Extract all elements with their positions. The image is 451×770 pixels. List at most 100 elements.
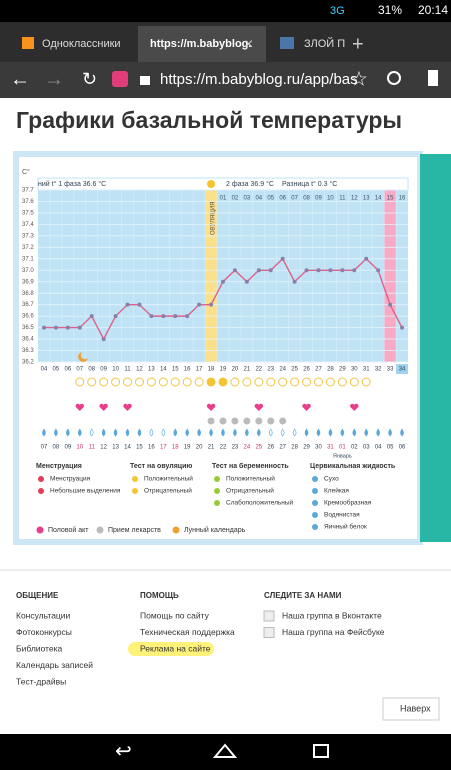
- cycle-day: 26: [303, 367, 310, 373]
- pill: [267, 417, 275, 425]
- temp-point: [256, 268, 261, 273]
- url[interactable]: https://m.babyblog.ru/app/bas: [160, 71, 358, 88]
- date: 15: [136, 445, 143, 451]
- date: 03: [363, 445, 370, 451]
- legend-title: Тест на беременность: [212, 462, 289, 470]
- heart: [206, 403, 216, 411]
- footer-link[interactable]: Помощь по сайту: [140, 610, 210, 620]
- footer-link[interactable]: Календарь записей: [16, 660, 93, 670]
- date: 14: [124, 445, 131, 451]
- cycle-day: 17: [196, 367, 203, 373]
- ovu-test: [170, 377, 180, 387]
- ovulation-dot: [207, 180, 216, 188]
- tab-title[interactable]: https://m.babyblog.: [150, 38, 251, 50]
- y-tick-label: 37.7: [22, 188, 34, 194]
- temp-point: [113, 314, 118, 319]
- android-recent[interactable]: [313, 744, 329, 758]
- legend-item: Прием лекарств: [108, 527, 161, 534]
- tab-title[interactable]: Одноклассники: [42, 38, 121, 50]
- ovu-test: [146, 377, 156, 387]
- android-home[interactable]: [212, 743, 238, 758]
- social-icon: [263, 627, 275, 638]
- legend-item: Клейкая: [324, 487, 349, 495]
- legend-icon: [312, 500, 318, 506]
- today: [396, 364, 408, 374]
- reload[interactable]: ↻: [82, 69, 97, 89]
- ovu-test: [218, 377, 228, 387]
- date: 09: [64, 445, 71, 451]
- date: 13: [112, 445, 119, 451]
- cycle-day: 13: [148, 367, 155, 373]
- top-button[interactable]: [382, 697, 440, 721]
- footer-link[interactable]: Консультации: [16, 610, 71, 620]
- legend-icon: [214, 476, 220, 482]
- temp-point: [101, 337, 106, 342]
- cycle-day: 28: [327, 367, 334, 373]
- legend-item: Положительный: [226, 475, 275, 483]
- period-col: [384, 190, 397, 362]
- phase2-day: 10: [327, 196, 334, 202]
- legend-item: Кремообразная: [324, 499, 372, 507]
- phase2: 2 фаза 36.9 °C: [226, 180, 274, 188]
- cycle-day: 10: [112, 367, 119, 373]
- ovu-test: [182, 377, 192, 387]
- date: 18: [172, 445, 179, 451]
- temp-point: [221, 279, 225, 284]
- nav-bar: [0, 62, 451, 98]
- cycle-day: 18: [208, 367, 215, 373]
- date: 05: [387, 445, 394, 451]
- footer-link[interactable]: Техническая поддержка: [140, 627, 235, 637]
- footer-link[interactable]: Наша группа в Вконтакте: [282, 610, 382, 620]
- drop: [364, 428, 369, 437]
- cycle-day: 31: [363, 367, 370, 373]
- temp-point: [137, 302, 142, 307]
- phase2-day: 07: [291, 196, 298, 202]
- footer-link[interactable]: Библиотека: [16, 643, 62, 653]
- y-tick-label: 36.5: [22, 325, 34, 331]
- new-tab[interactable]: +: [352, 33, 364, 55]
- back[interactable]: ←: [10, 68, 30, 90]
- temp-point: [328, 268, 333, 273]
- date: 30: [315, 445, 322, 451]
- top-label[interactable]: Наверх: [400, 703, 431, 713]
- cycle-day: 09: [100, 367, 107, 373]
- footer-link[interactable]: Реклама на сайте: [140, 643, 211, 653]
- cycle-day: 06: [64, 367, 71, 373]
- drop: [257, 428, 261, 437]
- drop: [209, 428, 213, 437]
- y-tick-label: 36.3: [22, 348, 34, 354]
- ovu-test: [278, 377, 288, 387]
- legend-icon: [132, 476, 138, 482]
- legend-item: Менструация: [50, 476, 91, 483]
- footer-link[interactable]: Фотоконкурсы: [16, 627, 72, 637]
- temp-point: [364, 256, 369, 261]
- temp-point: [161, 314, 166, 319]
- date: 29: [303, 445, 310, 451]
- drop: [137, 428, 142, 437]
- bookmark-star[interactable]: ☆: [350, 68, 368, 90]
- tab-close[interactable]: ×: [244, 36, 253, 53]
- drop: [89, 428, 94, 437]
- footer-link[interactable]: Наша группа на Фейсбуке: [282, 627, 385, 637]
- temp-point: [268, 268, 273, 273]
- active-tab[interactable]: [138, 26, 266, 62]
- phase2-day: 09: [315, 196, 322, 202]
- temp-point: [89, 314, 94, 319]
- drop: [304, 428, 309, 437]
- y-tick-label: 37.4: [22, 222, 34, 228]
- footer-link[interactable]: Тест-драйвы: [16, 676, 66, 686]
- ovu-test: [99, 377, 109, 387]
- network: 3G: [330, 5, 345, 17]
- drop: [42, 428, 46, 437]
- temp-point: [352, 268, 357, 273]
- phase2-day: 11: [339, 196, 346, 202]
- search[interactable]: [387, 71, 401, 85]
- android-back[interactable]: ↩: [115, 740, 132, 762]
- tab-title[interactable]: ЗЛОЙ П: [304, 37, 345, 50]
- forward[interactable]: →: [44, 68, 64, 90]
- legend-item: Небольшие выделения: [50, 487, 121, 495]
- temp-point: [280, 256, 285, 261]
- bookmarks[interactable]: [428, 70, 438, 86]
- heart: [302, 403, 311, 411]
- legend-item: Половой акт: [48, 526, 89, 534]
